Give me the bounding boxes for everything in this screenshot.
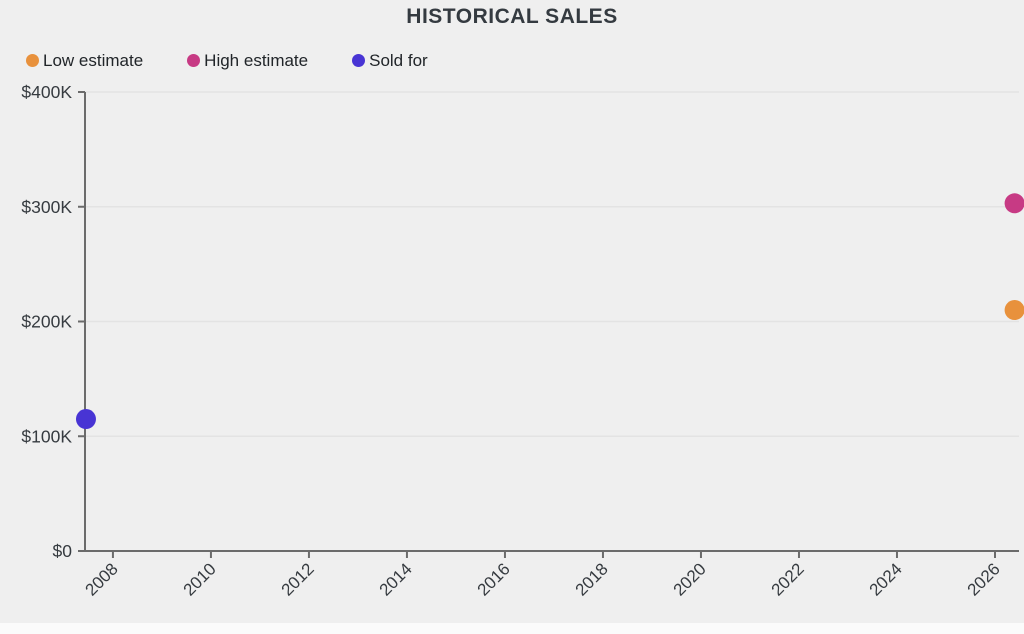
data-point-high-estimate[interactable]: [1004, 193, 1024, 214]
x-tick-label: 2022: [768, 559, 808, 599]
y-tick-label: $0: [53, 541, 73, 561]
legend-label-sold-for: Sold for: [369, 51, 428, 70]
x-tick-label: 2010: [180, 559, 220, 599]
legend-item-sold-for[interactable]: Sold for: [352, 52, 428, 69]
x-tick-label: 2020: [670, 559, 710, 599]
bottom-strip: [0, 623, 1024, 634]
legend-label-high-estimate: High estimate: [204, 51, 309, 70]
x-tick-label: 2026: [964, 559, 1004, 599]
x-tick-label: 2012: [278, 559, 318, 599]
y-tick-label: $400K: [21, 82, 72, 102]
legend-item-high-estimate[interactable]: High estimate: [187, 52, 308, 69]
high-estimate-dot-icon: [187, 54, 201, 67]
data-point-low-estimate[interactable]: [1004, 300, 1024, 321]
y-tick-label: $300K: [21, 197, 72, 217]
chart-title: HISTORICAL SALES: [406, 5, 618, 28]
legend-item-low-estimate[interactable]: Low estimate: [26, 52, 143, 69]
x-tick-label: 2016: [474, 559, 514, 599]
y-tick-label: $100K: [21, 426, 72, 446]
x-tick-label: 2008: [82, 559, 122, 599]
y-tick-label: $200K: [21, 312, 72, 332]
x-tick-label: 2014: [376, 559, 416, 599]
data-point-sold-for[interactable]: [75, 409, 96, 430]
legend-label-low-estimate: Low estimate: [43, 51, 144, 70]
chart-legend: Low estimate High estimate Sold for: [26, 52, 428, 69]
sold-for-dot-icon: [352, 54, 366, 67]
x-tick-label: 2024: [866, 559, 906, 599]
low-estimate-dot-icon: [26, 54, 39, 67]
x-tick-label: 2018: [572, 559, 612, 599]
